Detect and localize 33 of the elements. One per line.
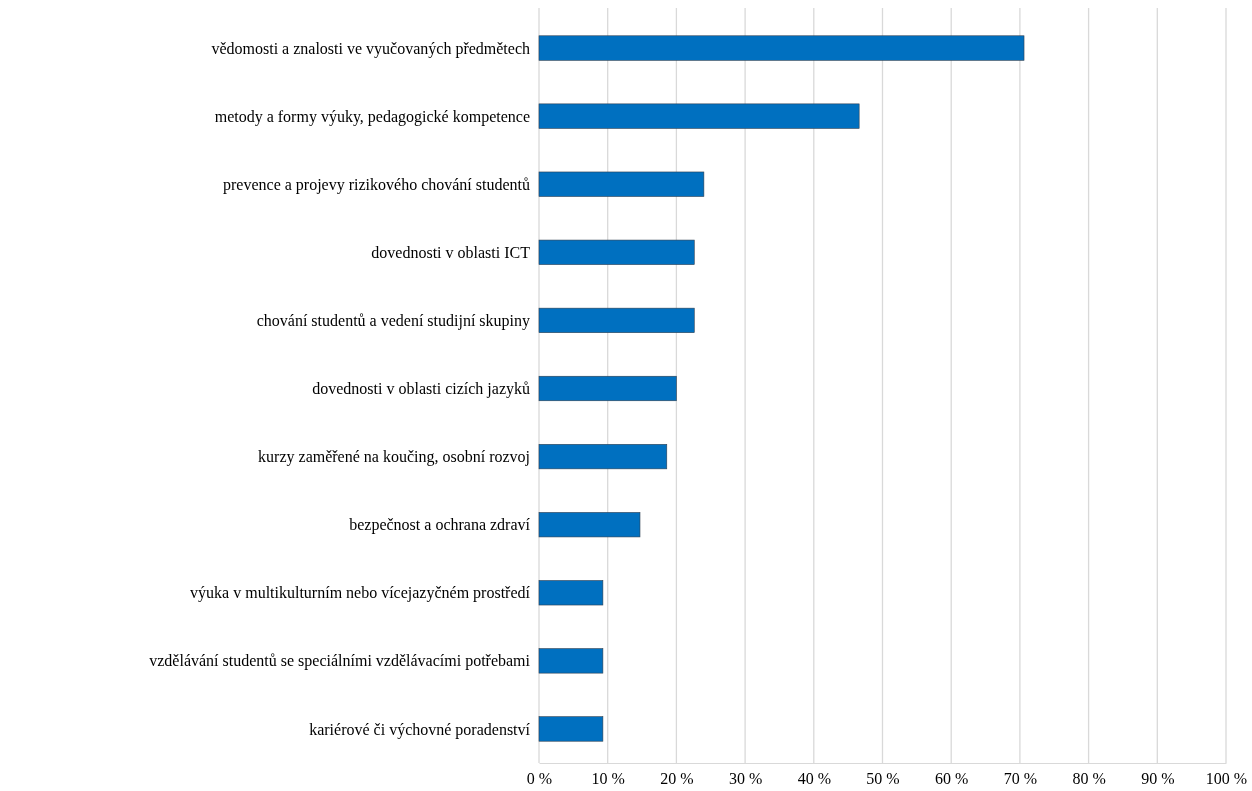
bar bbox=[538, 512, 641, 538]
x-tick-label: 70 % bbox=[1003, 770, 1038, 788]
x-tick-label: 80 % bbox=[1072, 770, 1106, 788]
x-tick-label: 60 % bbox=[935, 770, 969, 788]
x-tick-label: 100 % bbox=[1205, 770, 1248, 788]
bar bbox=[538, 103, 860, 129]
y-tick-label: výuka v multikulturním nebo vícejazyčném prostředí bbox=[190, 584, 531, 603]
bar bbox=[538, 648, 604, 674]
bar bbox=[538, 580, 604, 606]
y-tick-label: kariérové či výchovné poradenství bbox=[309, 720, 531, 739]
y-tick-label: kurzy zaměřené na koučing, osobní rozvoj bbox=[258, 448, 530, 467]
x-tick-label: 30 % bbox=[728, 770, 763, 788]
x-tick-label: 90 % bbox=[1141, 770, 1175, 788]
y-tick-label: prevence a projevy rizikového chování studentů bbox=[223, 175, 530, 194]
y-tick-label: dovednosti v oblasti ICT bbox=[371, 243, 531, 261]
y-tick-label: vědomosti a znalosti ve vyučovaných předmětech bbox=[211, 39, 530, 58]
y-tick-label: bezpečnost a ochrana zdraví bbox=[349, 516, 531, 535]
bar bbox=[538, 171, 705, 197]
x-tick-label: 20 % bbox=[660, 770, 694, 788]
y-tick-label: metody a formy výuky, pedagogické kompetence bbox=[214, 107, 530, 126]
bar bbox=[538, 239, 695, 265]
bar bbox=[538, 444, 668, 470]
bar bbox=[538, 375, 677, 402]
x-tick-label: 40 % bbox=[797, 770, 831, 788]
y-tick-label: dovednosti v oblasti cizích jazyků bbox=[312, 380, 530, 399]
x-tick-label: 50 % bbox=[866, 770, 900, 788]
y-tick-label: chování studentů a vedení studijní skupiny bbox=[256, 312, 530, 331]
bar bbox=[538, 307, 695, 333]
y-tick-label: vzdělávání studentů se speciálními vzdělávacími potřebami bbox=[149, 652, 531, 671]
bar bbox=[538, 716, 604, 742]
x-tick-label: 10 % bbox=[591, 770, 625, 788]
x-tick-label: 0 % bbox=[526, 770, 553, 788]
bar bbox=[538, 35, 1025, 61]
